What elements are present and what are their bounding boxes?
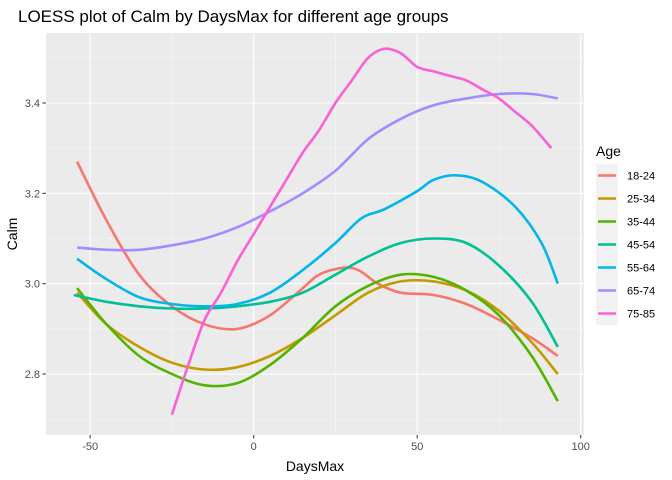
legend-items: 18-24 25-34 35-44 45-54 55-64 65-74 75-85 xyxy=(596,164,655,325)
legend-label-75-85: 75-85 xyxy=(627,309,655,321)
legend: Age 18-24 25-34 35-44 45-54 55-64 65-74 75-85 xyxy=(596,143,655,325)
legend-label-35-44: 35-44 xyxy=(627,217,655,229)
x-tick-label: 50 xyxy=(411,441,423,453)
series-line-75-85 xyxy=(170,47,553,416)
x-axis-title: DaysMax xyxy=(286,458,344,474)
x-tick-label: 100 xyxy=(572,441,590,453)
series-line-55-64 xyxy=(76,173,560,308)
series-line-18-24 xyxy=(75,161,559,358)
legend-label-65-74: 65-74 xyxy=(627,286,655,298)
y-axis-title: Calm xyxy=(4,218,20,251)
series-line-45-54 xyxy=(73,237,559,348)
legend-label-25-34: 25-34 xyxy=(627,194,655,206)
y-tick-label: 2.8 xyxy=(25,369,40,381)
x-tick-label: 0 xyxy=(251,441,257,453)
y-tick-label: 3.2 xyxy=(25,188,40,200)
plot-panel xyxy=(46,33,584,435)
y-tick-label: 3.4 xyxy=(25,98,40,110)
legend-title: Age xyxy=(596,143,621,159)
legend-label-18-24: 18-24 xyxy=(627,171,655,183)
series-line-35-44 xyxy=(76,272,559,402)
legend-label-45-54: 45-54 xyxy=(627,240,655,252)
y-axis-ticks: 2.8 3.0 3.2 3.4 xyxy=(25,98,46,381)
series-line-25-34 xyxy=(76,278,559,375)
series-line-65-74 xyxy=(77,92,559,252)
y-tick-label: 3.0 xyxy=(25,279,40,291)
x-axis-ticks: -50 0 50 100 xyxy=(82,435,590,453)
chart-title: LOESS plot of Calm by DaysMax for differ… xyxy=(18,7,449,26)
legend-label-55-64: 55-64 xyxy=(627,263,655,275)
series-lines xyxy=(73,47,560,416)
x-tick-label: -50 xyxy=(82,441,98,453)
